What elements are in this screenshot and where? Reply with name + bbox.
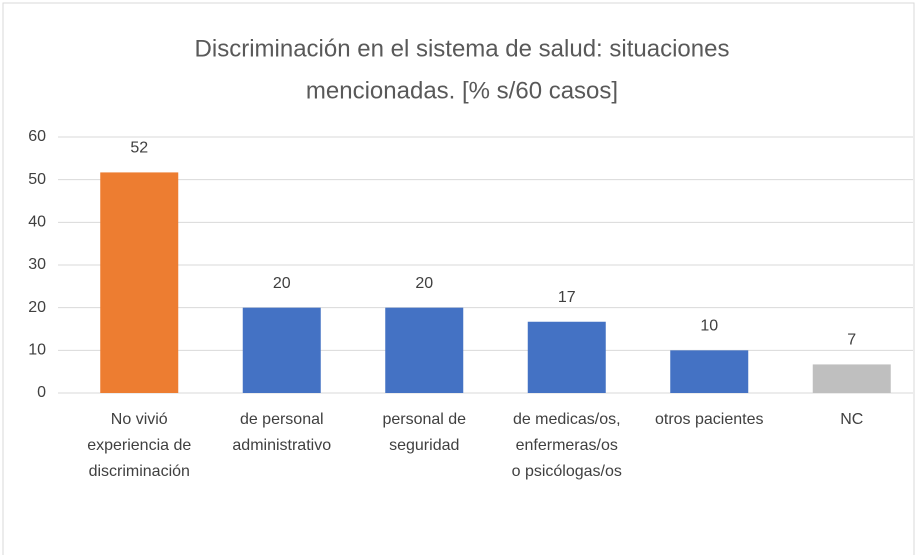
x-tick-label: personal de seguridad [382,411,467,454]
data-label: 20 [273,275,291,292]
chart-title: Discriminación en el sistema de salud: s… [195,35,730,62]
y-tick-label: 30 [28,256,46,273]
bar [527,321,606,393]
y-tick-label: 10 [28,342,46,359]
data-label: 20 [415,275,433,292]
data-label: 17 [558,289,576,306]
data-label: 52 [130,140,148,157]
bar [385,307,464,393]
bar [670,350,749,393]
bar [100,172,179,393]
x-tick-label: No vivió experiencia de discriminación [87,411,192,480]
bar [242,307,321,393]
bar [812,364,891,393]
y-tick-label: 50 [28,171,46,188]
x-tick-label: de personal administrativo [232,411,332,454]
y-tick-label: 20 [28,299,46,316]
x-tick-label: otros pacientes [654,411,764,428]
y-tick-label: 40 [28,214,46,231]
data-label: 7 [847,332,856,349]
data-label: 10 [700,318,718,335]
y-tick-label: 0 [37,384,46,401]
y-tick-label: 60 [28,128,46,145]
chart-title: mencionadas. [% s/60 casos] [306,77,618,104]
x-tick-label: de medicas/os, enfermeras/os o psicóloga… [511,411,622,480]
x-tick-label: NC [840,411,864,428]
